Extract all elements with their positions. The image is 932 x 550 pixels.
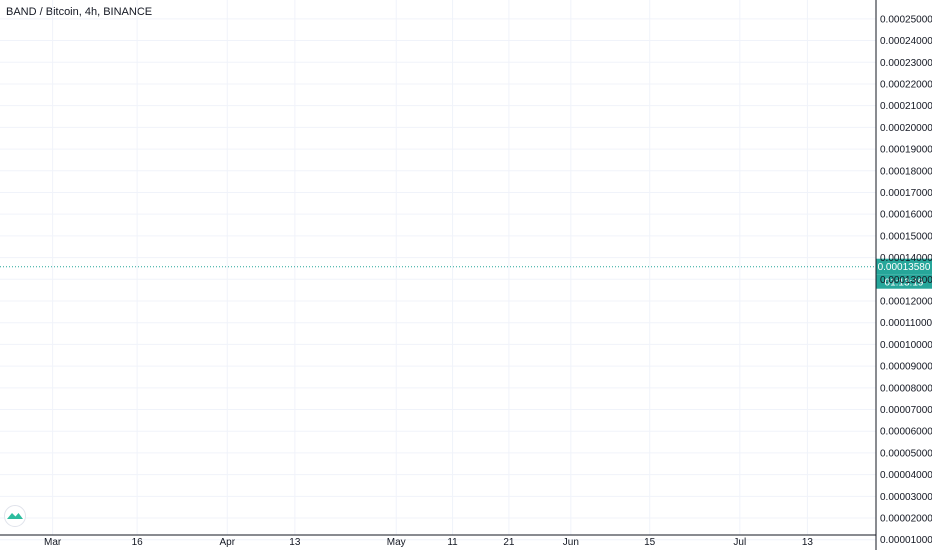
y-tick-label: 0.00002000	[880, 514, 932, 525]
tradingview-logo-icon[interactable]	[4, 505, 26, 527]
y-tick-label: 0.00015000	[880, 231, 932, 242]
y-tick-label: 0.00009000	[880, 362, 932, 373]
x-tick-label: Mar	[44, 537, 62, 548]
y-tick-label: 0.00004000	[880, 470, 932, 481]
y-tick-label: 0.00023000	[880, 58, 932, 69]
y-tick-label: 0.00025000	[880, 14, 932, 25]
chart-title: BAND / Bitcoin, 4h, BINANCE	[6, 6, 153, 18]
x-tick-label: 13	[289, 537, 301, 548]
y-tick-label: 0.00013000	[880, 275, 932, 286]
x-tick-label: 11	[447, 537, 458, 548]
y-tick-label: 0.00018000	[880, 166, 932, 177]
y-tick-label: 0.00005000	[880, 448, 932, 459]
x-tick-label: 16	[132, 537, 144, 548]
y-tick-label: 0.00014000	[880, 253, 932, 264]
y-tick-label: 0.00003000	[880, 492, 932, 503]
x-tick-label: Jun	[563, 537, 579, 548]
y-tick-label: 0.00012000	[880, 297, 932, 308]
grid	[0, 0, 876, 541]
x-tick-label: 21	[503, 537, 515, 548]
current-price-label: 0.00013580	[878, 262, 931, 273]
x-tick-label: 15	[644, 537, 656, 548]
current-price-badge	[876, 258, 932, 275]
x-tick-label: 13	[802, 537, 814, 548]
y-tick-label: 0.00019000	[880, 145, 932, 156]
y-tick-label: 0.00010000	[880, 340, 932, 351]
y-tick-label: 0.00007000	[880, 405, 932, 416]
y-tick-label: 0.00008000	[880, 383, 932, 394]
y-tick-label: 0.00017000	[880, 188, 932, 199]
x-tick-label: May	[387, 537, 406, 548]
price-line: 0.00013580 01:13:19	[0, 258, 932, 289]
y-tick-label: 0.00024000	[880, 36, 932, 47]
x-tick-label: Apr	[219, 537, 235, 548]
y-tick-label: 0.00001000	[880, 535, 932, 546]
y-tick-label: 0.00022000	[880, 79, 932, 90]
countdown-badge	[876, 274, 932, 289]
y-tick-label: 0.00016000	[880, 210, 932, 221]
y-tick-label: 0.00021000	[880, 101, 932, 112]
y-tick-label: 0.00020000	[880, 123, 932, 134]
x-tick-label: Jul	[733, 537, 746, 548]
y-tick-label: 0.00006000	[880, 427, 932, 438]
y-tick-label: 0.00011000	[880, 318, 932, 329]
countdown-label: 01:13:19	[885, 278, 924, 289]
